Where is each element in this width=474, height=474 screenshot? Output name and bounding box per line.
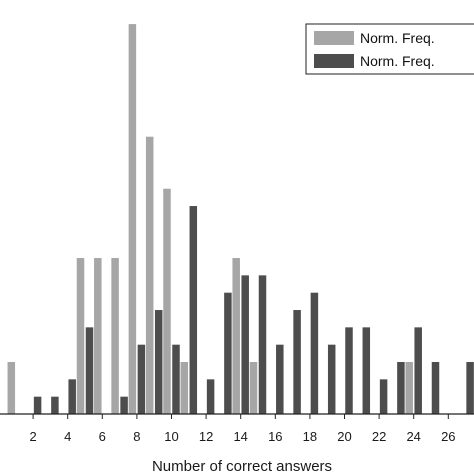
light-bar-8 <box>128 24 137 415</box>
x-tick-label-26: 26 <box>441 429 455 444</box>
legend-swatch-dark <box>314 54 354 68</box>
dark-bar-13 <box>224 292 232 414</box>
light-bar-14 <box>232 258 240 414</box>
light-bar-24 <box>405 362 413 414</box>
dark-bar-11 <box>189 206 198 414</box>
dark-bar-9 <box>154 310 163 414</box>
dark-bar-18 <box>310 292 319 414</box>
light-series-bars <box>7 24 413 415</box>
legend: Norm. Freq. Norm. Freq. <box>305 23 474 75</box>
light-bar-5 <box>76 258 85 414</box>
dark-bar-20 <box>345 327 353 414</box>
light-bar-11 <box>180 362 189 414</box>
dark-bar-15 <box>258 275 267 414</box>
light-bar-15 <box>249 362 258 414</box>
dark-bar-3 <box>51 396 59 414</box>
legend-label-dark: Norm. Freq. <box>360 53 435 69</box>
dark-bar-7 <box>120 396 128 414</box>
x-tick-label-16: 16 <box>268 429 282 444</box>
x-tick-label-12: 12 <box>199 429 213 444</box>
x-tick-label-18: 18 <box>303 429 317 444</box>
x-tick-label-6: 6 <box>99 429 106 444</box>
dark-bar-14 <box>241 275 249 414</box>
x-tick-label-4: 4 <box>64 429 71 444</box>
dark-bar-5 <box>85 327 94 414</box>
dark-bar-17 <box>293 310 301 414</box>
dark-bar-25 <box>431 362 440 414</box>
dark-bar-22 <box>379 379 388 414</box>
light-bar-9 <box>145 136 154 414</box>
legend-label-light: Norm. Freq. <box>360 30 435 46</box>
x-axis-title: Number of correct answers <box>152 458 332 474</box>
dark-bar-23 <box>397 362 405 414</box>
x-tick-label-14: 14 <box>233 429 247 444</box>
legend-swatch-light <box>314 31 354 45</box>
x-tick-label-24: 24 <box>406 429 420 444</box>
dark-bar-12 <box>206 379 215 414</box>
dark-bar-4 <box>68 379 76 414</box>
dark-bar-19 <box>327 344 336 414</box>
x-tick-label-8: 8 <box>133 429 140 444</box>
x-tick-label-22: 22 <box>372 429 386 444</box>
x-tick-label-2: 2 <box>29 429 36 444</box>
x-tick-label-20: 20 <box>337 429 351 444</box>
dark-bar-2 <box>33 396 42 414</box>
light-bar-6 <box>94 258 102 414</box>
dark-bar-27 <box>466 362 474 414</box>
light-bar-1 <box>7 362 16 414</box>
light-bar-7 <box>111 258 119 414</box>
dark-bar-8 <box>137 344 146 414</box>
dark-bar-24 <box>414 327 422 414</box>
dark-series-bars <box>33 206 474 414</box>
dark-bar-16 <box>276 344 284 414</box>
light-bar-10 <box>163 188 171 414</box>
dark-bar-21 <box>362 327 371 414</box>
dark-bar-10 <box>172 344 180 414</box>
x-axis-ticks: 246810121416182022242628 <box>29 414 456 444</box>
x-tick-label-10: 10 <box>164 429 178 444</box>
